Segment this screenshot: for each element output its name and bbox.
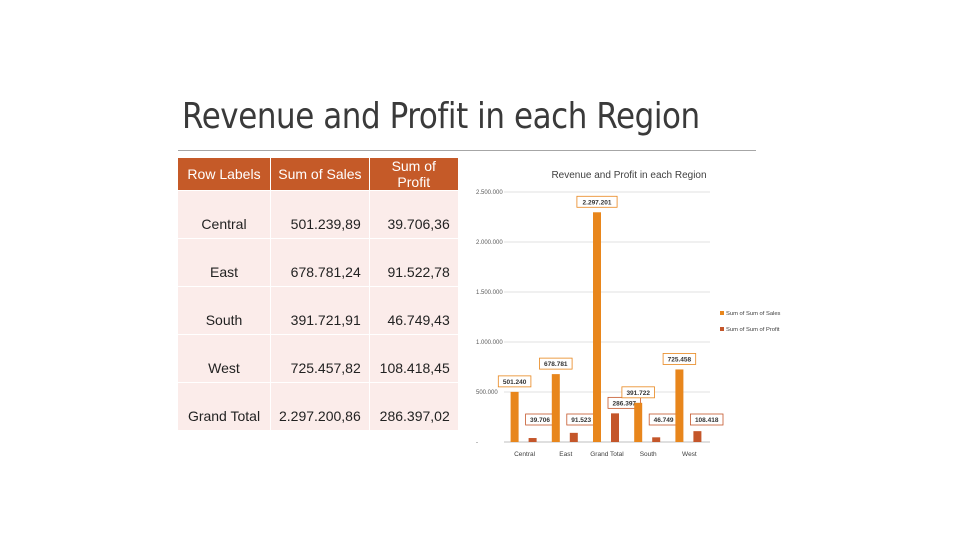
row-label[interactable]: Central bbox=[178, 190, 271, 239]
data-label: 46.749 bbox=[654, 417, 674, 424]
y-tick-label: 2.500.000 bbox=[476, 190, 503, 196]
sales-bar bbox=[551, 374, 560, 442]
data-label: 725.458 bbox=[668, 356, 692, 363]
sales-cell[interactable]: 678.781,24 bbox=[270, 238, 370, 287]
legend-label: Sum of Sum of Sales bbox=[726, 311, 781, 317]
y-tick-label: 1.500.000 bbox=[476, 290, 503, 296]
row-label[interactable]: Grand Total bbox=[178, 382, 271, 430]
pivot-header-row: Row Labels Sum of Sales Sum of Profit bbox=[178, 158, 458, 191]
data-label-box bbox=[689, 413, 724, 426]
x-tick-label: Central bbox=[514, 451, 536, 458]
data-label: 39.706 bbox=[530, 417, 550, 424]
data-label-box bbox=[497, 375, 532, 388]
y-tick-label: 2.000.000 bbox=[476, 240, 503, 246]
data-label-box bbox=[662, 353, 697, 365]
data-label-box bbox=[621, 386, 655, 399]
table-row: Central 501.239,89 39.706,36 bbox=[178, 190, 458, 239]
data-label: 286.397 bbox=[613, 400, 637, 407]
legend-label: Sum of Sum of Profit bbox=[726, 327, 780, 333]
data-label: 501.240 bbox=[503, 379, 527, 386]
legend-swatch bbox=[720, 327, 724, 331]
data-label: 108.418 bbox=[695, 417, 719, 424]
sales-cell[interactable]: 725.457,82 bbox=[270, 334, 370, 383]
row-label[interactable]: East bbox=[178, 238, 271, 287]
row-label[interactable]: West bbox=[178, 334, 271, 383]
sales-bar bbox=[675, 369, 684, 442]
data-label-box bbox=[539, 357, 573, 370]
data-label: 678.781 bbox=[544, 361, 568, 368]
profit-cell[interactable]: 286.397,02 bbox=[369, 382, 458, 430]
sales-bar bbox=[634, 402, 643, 442]
table-row: South 391.721,91 46.749,43 bbox=[178, 286, 458, 335]
sales-cell[interactable]: 391.721,91 bbox=[270, 286, 370, 335]
data-label: 2.297.201 bbox=[583, 199, 612, 206]
profit-cell[interactable]: 91.522,78 bbox=[369, 238, 458, 287]
profit-bar bbox=[652, 437, 661, 442]
sales-cell[interactable]: 501.239,89 bbox=[270, 190, 370, 239]
data-label: 391.722 bbox=[626, 390, 650, 397]
profit-cell[interactable]: 108.418,45 bbox=[369, 334, 458, 383]
x-tick-label: South bbox=[640, 451, 657, 458]
chart-title: Revenue and Profit in each Region bbox=[551, 170, 706, 181]
data-label: 91.523 bbox=[571, 417, 591, 424]
data-label-box bbox=[576, 195, 618, 208]
profit-bar bbox=[611, 413, 619, 442]
revenue-profit-chart[interactable]: Revenue and Profit in each Region - 500.00… bbox=[468, 160, 798, 465]
profit-bar bbox=[569, 432, 578, 442]
x-tick-label: West bbox=[682, 451, 697, 458]
title-divider bbox=[178, 150, 756, 151]
table-row-grand-total: Grand Total 2.297.200,86 286.397,02 bbox=[178, 382, 458, 430]
sales-bar bbox=[593, 212, 601, 442]
header-row-labels[interactable]: Row Labels bbox=[178, 158, 271, 191]
profit-bar bbox=[528, 438, 537, 442]
table-row: East 678.781,24 91.522,78 bbox=[178, 238, 458, 287]
y-tick-label: 1.000.000 bbox=[476, 340, 503, 346]
profit-cell[interactable]: 46.749,43 bbox=[369, 286, 458, 335]
legend-swatch bbox=[720, 311, 724, 315]
table-row: West 725.457,82 108.418,45 bbox=[178, 334, 458, 383]
y-tick-label: - bbox=[476, 440, 478, 446]
profit-cell[interactable]: 39.706,36 bbox=[369, 190, 458, 239]
profit-bar bbox=[693, 431, 702, 442]
header-sum-of-profit[interactable]: Sum of Profit bbox=[369, 158, 458, 191]
slide-title: Revenue and Profit in each Region bbox=[182, 96, 700, 137]
sales-bar bbox=[510, 391, 519, 442]
y-tick-label: 500.000 bbox=[476, 390, 498, 396]
sales-cell[interactable]: 2.297.200,86 bbox=[270, 382, 370, 430]
x-tick-label: East bbox=[559, 451, 572, 458]
x-tick-label: Grand Total bbox=[590, 451, 624, 458]
header-sum-of-sales[interactable]: Sum of Sales bbox=[270, 158, 370, 191]
pivot-table: Row Labels Sum of Sales Sum of Profit Ce… bbox=[178, 158, 458, 430]
row-label[interactable]: South bbox=[178, 286, 271, 335]
